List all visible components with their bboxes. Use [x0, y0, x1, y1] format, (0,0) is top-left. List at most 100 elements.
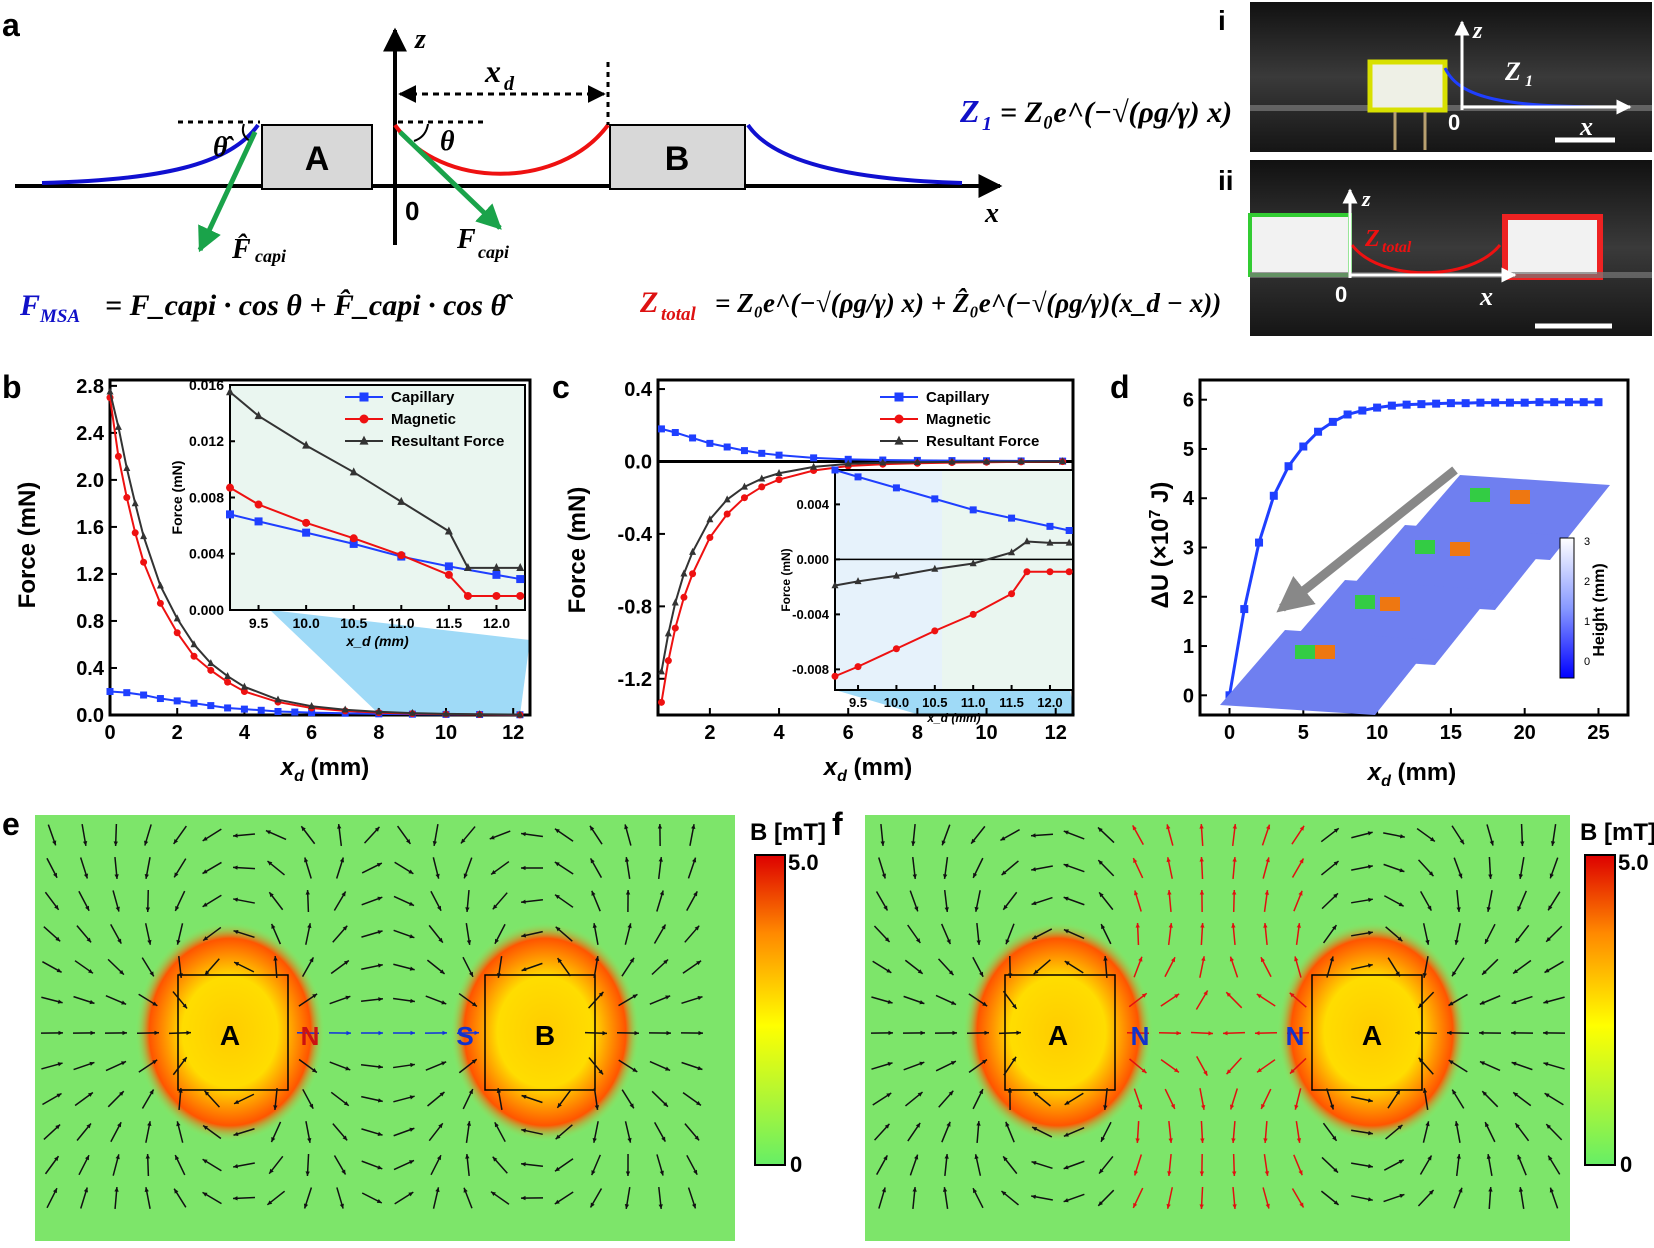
chart-c-series-0-point: [672, 429, 679, 436]
chart-d-series-0-point: [1285, 462, 1293, 470]
chart-c-legend-marker: [895, 393, 904, 402]
field-f-pole-2: N: [1286, 1021, 1305, 1051]
chart-b-inset-xtick-label: 10.5: [340, 615, 367, 631]
field-f-label-1: A: [1048, 1020, 1068, 1051]
photo-i-x-label: x: [1579, 112, 1593, 141]
chart-c-series-1-point: [776, 476, 783, 483]
chart-c-series-2-point: [680, 570, 687, 577]
photo-ii-block-left: [1250, 215, 1350, 275]
chart-b-series-0-point: [107, 688, 114, 695]
chart-d-series-0-point: [1506, 399, 1514, 407]
chart-d-xlabel: xd (mm): [1366, 759, 1456, 790]
panel-label-b: b: [2, 369, 22, 405]
chart-b-xtick-label: 0: [104, 722, 115, 744]
xd-label: x: [484, 53, 501, 89]
hm1-block-b: [1510, 490, 1530, 504]
chart-b-ytick-label: 1.6: [76, 517, 104, 539]
chart-c-inset-xtick-label: 12.0: [1037, 695, 1062, 710]
chart-c-legend-label: Resultant Force: [926, 433, 1039, 450]
chart-c-ylabel: Force (mN): [564, 487, 591, 614]
f-capi-sub: capi: [478, 242, 509, 262]
chart-d-series-0-point: [1417, 400, 1425, 408]
chart-b-inset-ytick-label: 0.004: [189, 546, 224, 562]
origin-label: 0: [405, 196, 419, 226]
chart-c-series-2-point: [672, 599, 679, 606]
chart-d-series-0-point: [1373, 404, 1381, 412]
field-e-colorbar-title: B [mT]: [750, 819, 826, 846]
chart-c-inset-ytick-label: -0.004: [792, 607, 830, 622]
chart-c-ytick-label: 0.4: [624, 379, 653, 401]
chart-d-xtick-label: 10: [1366, 722, 1388, 744]
chart-c-series-1-point: [658, 699, 665, 706]
photo-i-z-label: z: [1472, 18, 1483, 44]
field-e-colorbar-max: 5.0: [788, 850, 819, 875]
chart-d-series-0-point: [1462, 399, 1470, 407]
hm2-block-b: [1450, 542, 1470, 556]
chart-c-series-1-point: [672, 625, 679, 632]
xd-label-sub: d: [504, 73, 515, 95]
chart-c-series-0-point: [741, 447, 748, 454]
chart-c-inset-xlabel: x_d (mm): [926, 711, 980, 725]
chart-c-series-1-point: [689, 570, 696, 577]
chart-b-ytick-label: 0.0: [76, 705, 104, 727]
chart-d-series-0-point: [1476, 399, 1484, 407]
chart-d-ytick-label: 2: [1183, 587, 1194, 609]
chart-c-series-0-point: [724, 444, 731, 451]
chart-d-series-0-point: [1565, 398, 1573, 406]
f-capi-hat-sub: capi: [255, 246, 286, 266]
chart-c-xtick-label: 12: [1045, 722, 1067, 744]
chart-c-series-0-point: [810, 454, 817, 461]
chart-b-series-1-point: [224, 679, 231, 686]
chart-c-inset-series-0-point: [931, 495, 938, 502]
panel-label-e: e: [2, 806, 20, 842]
chart-c-series-0-point: [706, 440, 713, 447]
chart-b-inset-series-1-point: [445, 571, 453, 579]
x-axis-label: x: [984, 198, 999, 229]
chart-d-series-0-point: [1299, 443, 1307, 451]
chart-b-series-1-point: [174, 629, 181, 636]
hm1-block-a: [1470, 488, 1490, 502]
chart-d-series-0-point: [1521, 399, 1529, 407]
chart-b-inset-series-1-point: [350, 534, 358, 542]
chart-c-inset-xtick-label: 11.0: [961, 695, 986, 710]
photo-i-z1-sub: 1: [1525, 73, 1533, 90]
eq-z1-lhs: Z: [959, 93, 980, 129]
eq-fmsa-lhs: F: [19, 289, 40, 322]
chart-d-series-0-point: [1580, 398, 1588, 406]
eq-fmsa-rhs: = F_capi · cos θ + F̂_capi · cos θ̂: [105, 289, 513, 322]
chart-b-ylabel: Force (mN): [14, 482, 41, 609]
chart-c-xtick-label: 10: [975, 722, 997, 744]
hm4-block-b: [1315, 645, 1335, 659]
chart-c-inset-series-1-point: [1066, 568, 1073, 575]
chart-b-inset-series-0-point: [516, 575, 524, 583]
height-tick-1: 1: [1584, 616, 1590, 628]
eq-ztotal-rhs: = Z₀e^(−√(ρg/γ) x) + Ẑ₀e^(−√(ρg/γ)(x_d −…: [715, 288, 1221, 318]
chart-c-series-0-point: [776, 452, 783, 459]
height-colorbar: [1560, 538, 1574, 678]
chart-d-xtick-label: 5: [1298, 722, 1309, 744]
block-a-label: A: [305, 140, 330, 178]
hm3-block-b: [1380, 597, 1400, 611]
chart-c-inset-xtick-label: 10.0: [884, 695, 909, 710]
chart-d-series-0-point: [1432, 400, 1440, 408]
panel-e: e A B N S B [mT] 5.0 0: [2, 806, 826, 1241]
field-e-label-a: A: [220, 1020, 240, 1051]
photo-ii-origin: 0: [1335, 282, 1347, 307]
chart-b-series-0-point: [140, 692, 147, 699]
chart-b-inset-ytick-label: 0.008: [189, 489, 224, 505]
chart-b-inset-xtick-label: 9.5: [249, 615, 269, 631]
f-capi-label: F: [456, 224, 476, 255]
photo-i-z1-label: Z: [1504, 57, 1521, 86]
chart-d-ytick-label: 0: [1183, 685, 1194, 707]
chart-c-series-1-point: [706, 534, 713, 541]
field-e-label-b: B: [535, 1020, 555, 1051]
eq-z1-rhs: = Z₀e^(−√(ρg/γ) x): [1000, 96, 1232, 129]
photo-i: z Z 1 x 0: [1250, 2, 1652, 152]
chart-b-inset-ytick-label: 0.016: [189, 377, 224, 393]
chart-c-inset-series-0-point: [855, 473, 862, 480]
chart-d-ytick-label: 4: [1183, 488, 1195, 510]
